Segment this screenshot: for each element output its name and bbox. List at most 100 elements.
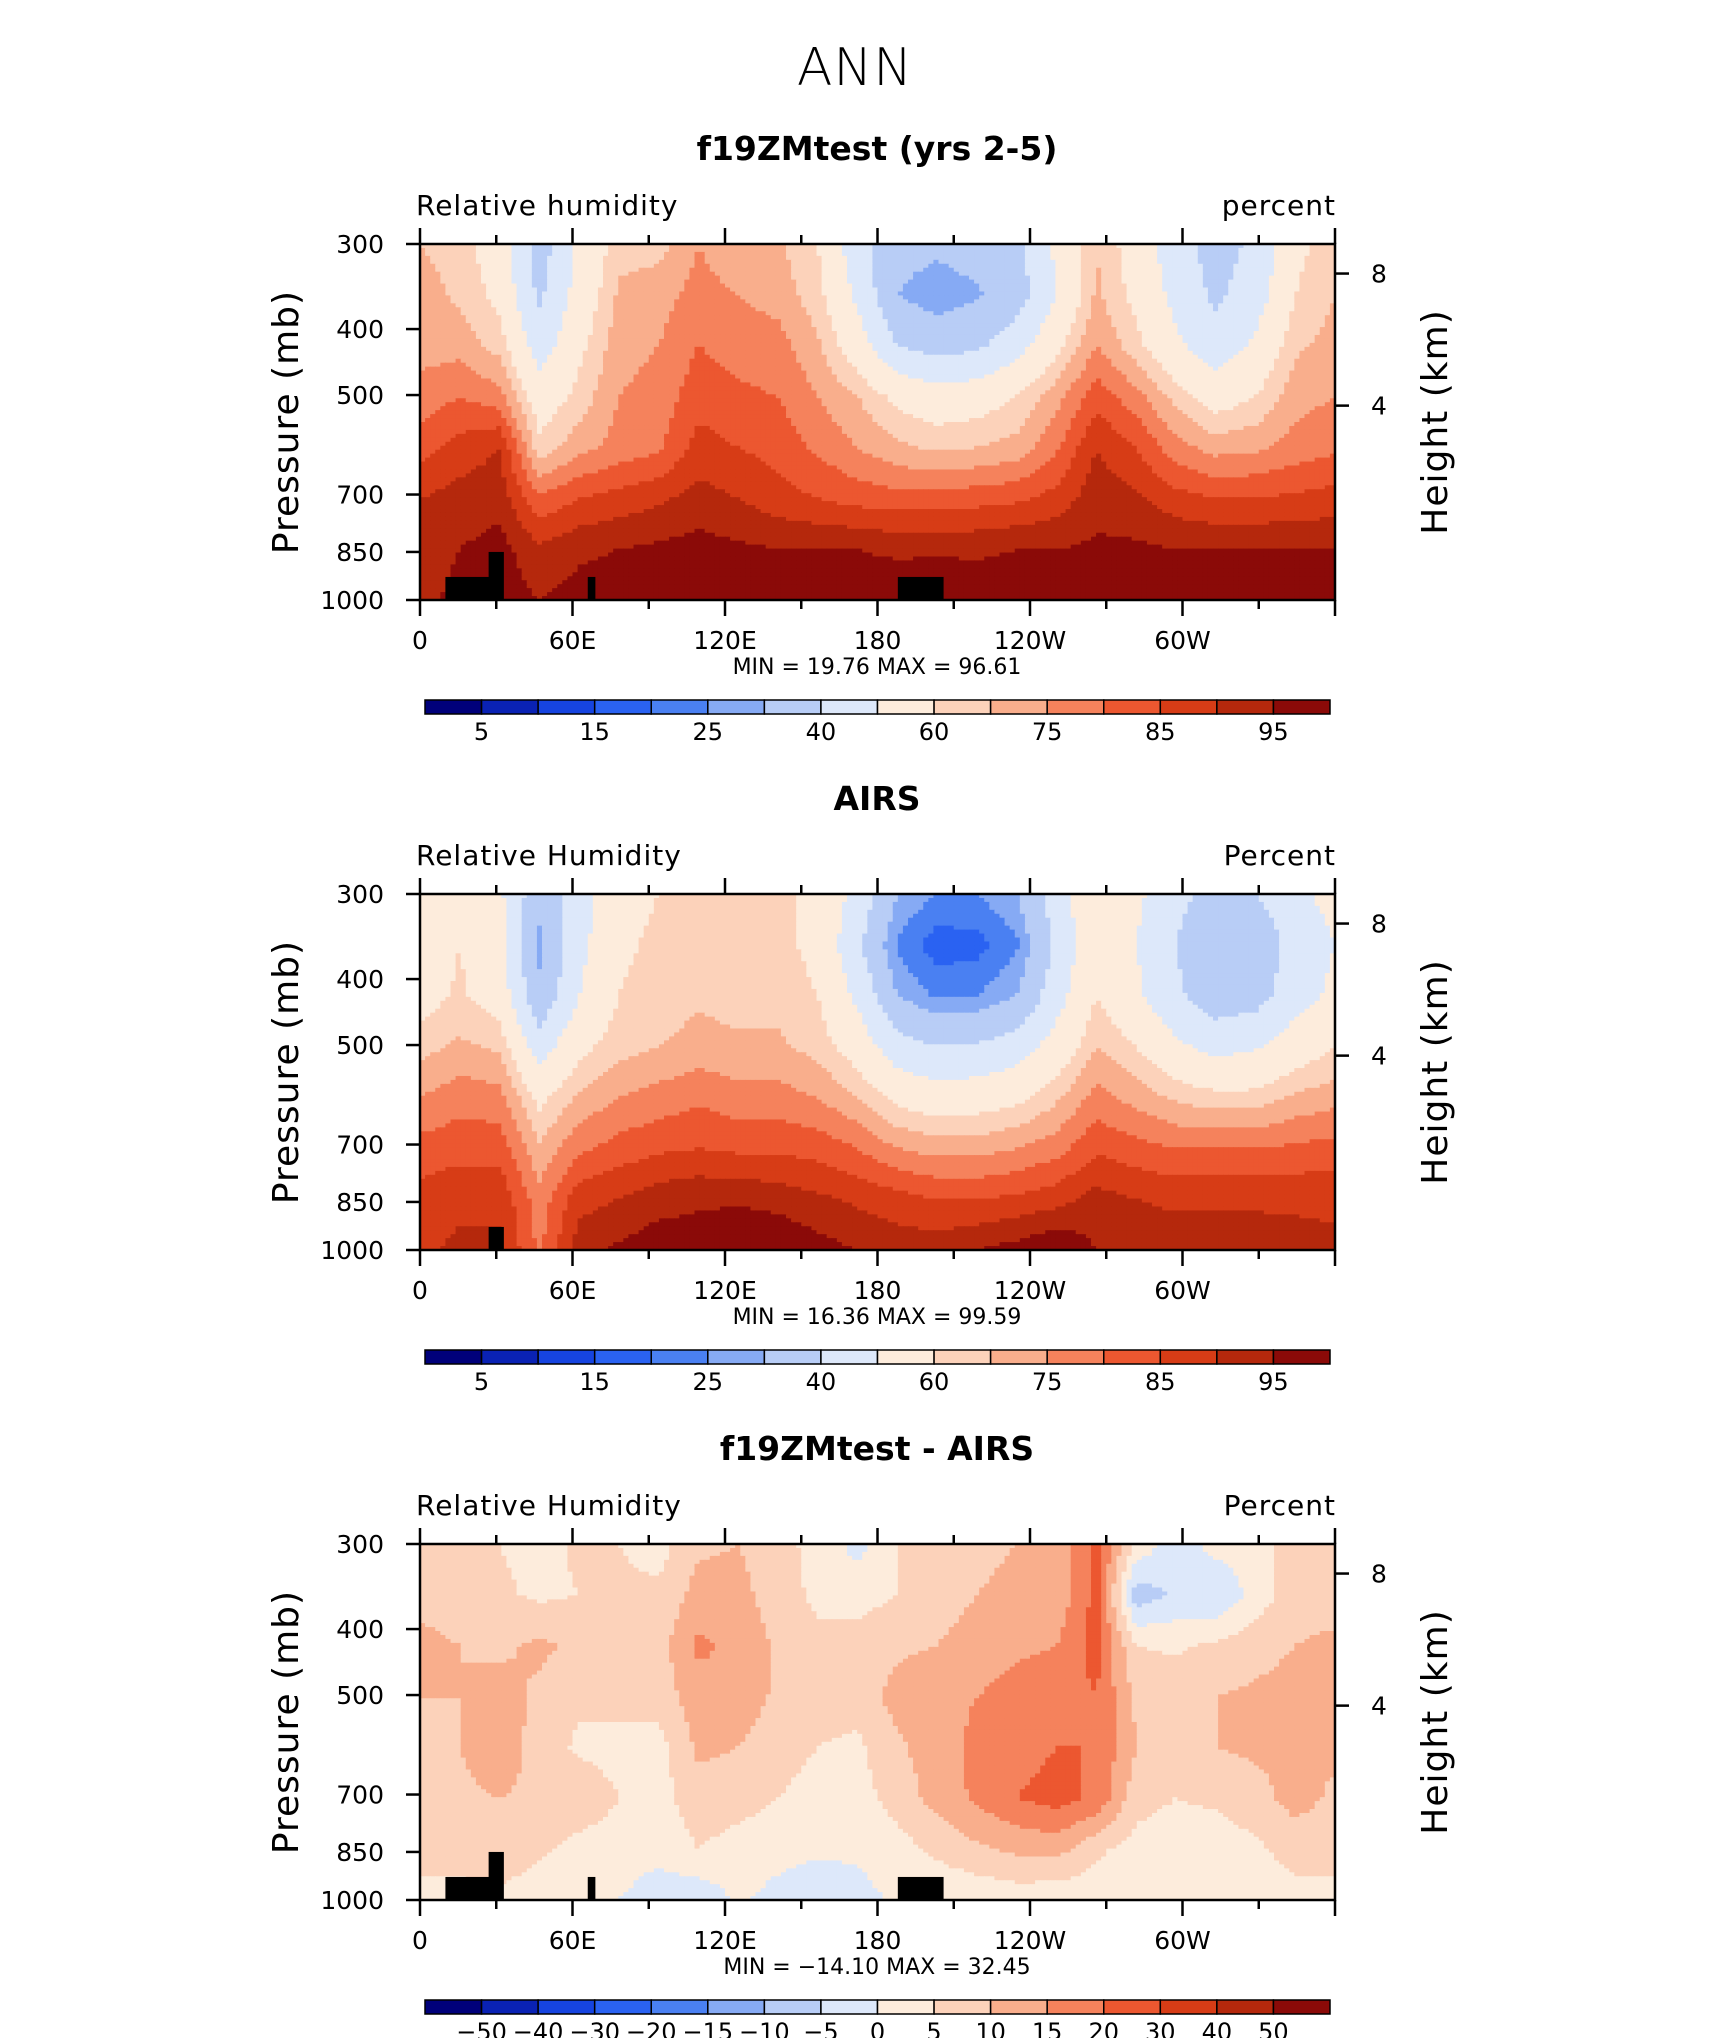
colorbar-label: −15 (682, 2018, 733, 2038)
colorbar-swatch (1159, 699, 1218, 715)
colorbar-swatch (1159, 1999, 1218, 2015)
y-tick-label: 500 (336, 381, 384, 410)
colorbar-swatch (1216, 1349, 1275, 1365)
min-max-stats: MIN = 19.76 MAX = 96.61 (733, 655, 1022, 680)
colorbar-swatch (707, 699, 766, 715)
y-tick-label: 700 (336, 1131, 384, 1160)
land-mask (445, 576, 492, 600)
x-tick-label: 180 (854, 1926, 902, 1955)
colorbar-label: 20 (1088, 2018, 1119, 2038)
x-tick-label: 60E (549, 1276, 597, 1305)
panel-title: f19ZMtest (yrs 2-5) (697, 129, 1058, 168)
colorbar-swatch (593, 1349, 652, 1365)
colorbar-label: −40 (513, 2018, 564, 2038)
colorbar-swatch (876, 1999, 935, 2015)
x-tick-label: 120E (693, 1926, 757, 1955)
colorbar-swatch (989, 1999, 1048, 2015)
colorbar-swatch (933, 1349, 992, 1365)
colorbar-label: 75 (1032, 718, 1063, 746)
y-tick-label: 850 (336, 1188, 384, 1217)
contour-field (420, 1544, 1335, 1900)
colorbar-swatch (1272, 1999, 1331, 2015)
colorbar-swatch (763, 1999, 822, 2015)
colorbar-label: 95 (1258, 1368, 1289, 1396)
colorbar-label: 5 (474, 718, 489, 746)
chart-panel-2: AIRS Relative Humidity Percent 0 60E 120E 180 1… (266, 779, 1456, 1396)
colorbar-swatch (1216, 699, 1275, 715)
x-tick-label: 0 (412, 626, 428, 655)
colorbar-swatch (537, 699, 596, 715)
colorbar-label: 15 (579, 718, 610, 746)
y-axis-title-right: Height (km) (1415, 959, 1456, 1184)
colorbar-swatch (593, 699, 652, 715)
colorbar-swatch (1216, 1999, 1275, 2015)
x-tick-label: 120E (693, 1276, 757, 1305)
colorbar-label: 40 (1202, 2018, 1233, 2038)
colorbar-swatch (537, 1349, 596, 1365)
x-tick-label: 60W (1154, 1276, 1211, 1305)
y-tick-label: 1000 (320, 1886, 384, 1915)
colorbar-label: 5 (926, 2018, 941, 2038)
colorbar-label: 40 (806, 718, 837, 746)
land-mask (587, 576, 596, 600)
variable-label: Relative Humidity (416, 839, 682, 872)
colorbar-label: 15 (579, 1368, 610, 1396)
colorbar-swatch (650, 1999, 709, 2015)
y-axis-title: Pressure (mb) (266, 940, 307, 1204)
x-tick-label: 60W (1154, 626, 1211, 655)
y-tick-label: 700 (336, 481, 384, 510)
y-tick-label: 850 (336, 538, 384, 567)
y-tick-label: 300 (336, 230, 384, 259)
y-tick-label: 400 (336, 315, 384, 344)
y-tick-label: 1000 (320, 1236, 384, 1265)
y-tick-label: 850 (336, 1838, 384, 1867)
land-mask (488, 1226, 504, 1250)
y-tick-label: 500 (336, 1681, 384, 1710)
colorbar-swatch (933, 1999, 992, 2015)
colorbar-label: 95 (1258, 718, 1289, 746)
colorbar-swatch (820, 1349, 879, 1365)
y-axis-title: Pressure (mb) (266, 290, 307, 554)
land-mask (488, 1851, 504, 1900)
colorbar-swatch (537, 1999, 596, 2015)
colorbar-label: −50 (456, 2018, 507, 2038)
y-tick-label: 300 (336, 880, 384, 909)
land-mask (488, 551, 504, 600)
colorbar: 5 15 25 40 60 75 85 95 (424, 699, 1331, 746)
colorbar-swatch (1046, 699, 1105, 715)
colorbar-swatch (650, 699, 709, 715)
colorbar-label: −10 (739, 2018, 790, 2038)
colorbar-label: −30 (569, 2018, 620, 2038)
colorbar-swatch (876, 699, 935, 715)
x-tick-label: 60W (1154, 1926, 1211, 1955)
colorbar-swatch (480, 1999, 539, 2015)
colorbar: −50 −40 −30 −20 −15 −10 −5 0 5 10 15 20 30 40 50 (424, 1999, 1331, 2038)
colorbar-swatch (424, 699, 483, 715)
x-tick-label: 120W (994, 626, 1066, 655)
x-tick-label: 0 (412, 1926, 428, 1955)
colorbar-swatch (1103, 1999, 1162, 2015)
y-tick-label: 400 (336, 965, 384, 994)
colorbar-swatch (989, 1349, 1048, 1365)
colorbar-swatch (1046, 1349, 1105, 1365)
colorbar-swatch (707, 1999, 766, 2015)
colorbar-swatch (1159, 1349, 1218, 1365)
colorbar-label: 15 (1032, 2018, 1063, 2038)
colorbar-label: −20 (626, 2018, 677, 2038)
colorbar-swatch (933, 699, 992, 715)
colorbar-label: 30 (1145, 2018, 1176, 2038)
colorbar-label: 25 (693, 718, 724, 746)
panel-title: f19ZMtest - AIRS (720, 1429, 1034, 1468)
colorbar-label: 85 (1145, 1368, 1176, 1396)
colorbar-swatch (763, 1349, 822, 1365)
y-axis-title-right: Height (km) (1415, 309, 1456, 534)
colorbar-label: 50 (1258, 2018, 1289, 2038)
x-tick-label: 180 (854, 626, 902, 655)
colorbar-label: 0 (870, 2018, 885, 2038)
colorbar-swatch (1103, 1349, 1162, 1365)
y-axis-title: Pressure (mb) (266, 1590, 307, 1854)
colorbar-swatch (1272, 699, 1331, 715)
main-title: ANN (0, 38, 1710, 98)
units-label: percent (1222, 189, 1336, 222)
